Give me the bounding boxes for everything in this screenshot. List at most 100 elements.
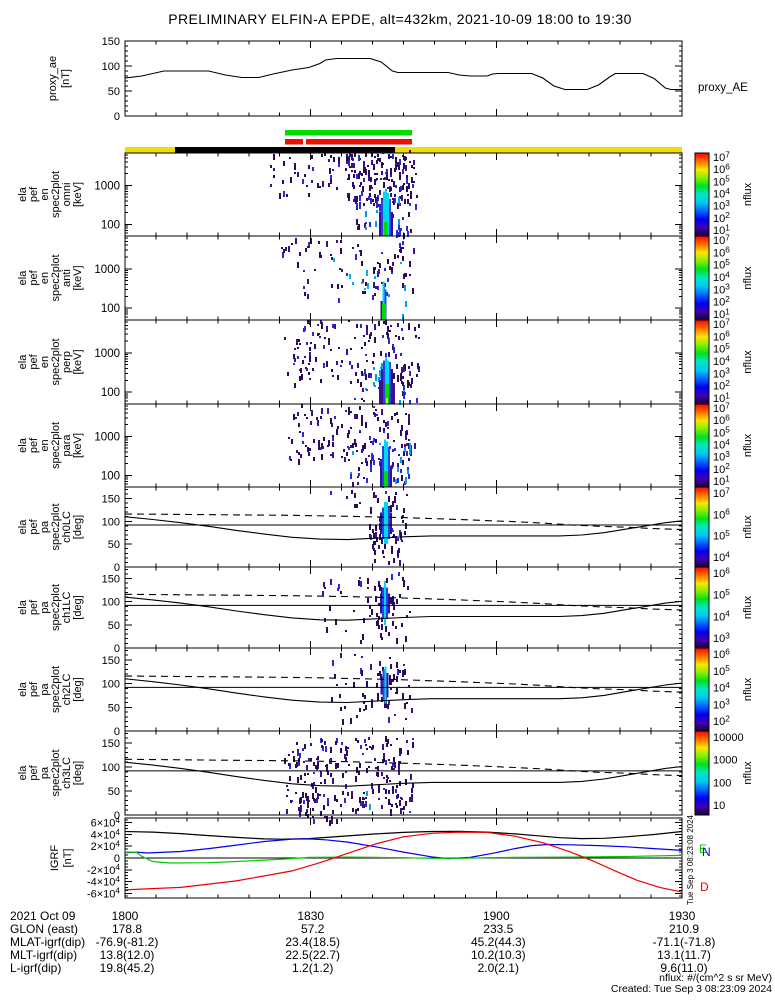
spec-cell <box>369 746 371 748</box>
time-tick-label: 1900 <box>483 909 510 923</box>
spec-cell <box>361 420 363 426</box>
tick-label: 50 <box>108 620 120 632</box>
spec-cell <box>329 168 331 174</box>
spec-cell <box>341 425 343 427</box>
spec-cell <box>349 153 351 157</box>
spec-cell <box>304 414 306 416</box>
spec-cell <box>310 758 312 761</box>
anti-loss-cone-line <box>124 675 683 693</box>
spec-cell <box>308 452 310 456</box>
spec-cell <box>315 357 317 362</box>
spec-cell <box>390 168 392 174</box>
tick-label: 50 <box>108 86 120 98</box>
spec-cell <box>345 683 347 685</box>
spec-cell <box>348 430 350 434</box>
spec-cell <box>405 523 407 529</box>
spec-cell <box>326 241 328 247</box>
spec-cell <box>350 445 352 448</box>
colorbar-tick-label: 106 <box>713 566 730 580</box>
spec-cell <box>402 376 404 379</box>
spec-cell <box>376 683 378 688</box>
spec-cell <box>353 174 355 178</box>
spec-cell <box>363 400 365 402</box>
spec-cell <box>307 246 309 248</box>
spec-cell <box>321 443 323 448</box>
spec-cell <box>334 324 336 329</box>
spec-cell <box>297 750 299 756</box>
spec-cell <box>361 347 363 349</box>
spec-cell <box>386 672 389 698</box>
tick-label: 100 <box>102 597 120 609</box>
colorbar-tick-label: 106 <box>713 508 730 522</box>
spec-cell <box>402 460 404 465</box>
spec-cell <box>330 254 332 256</box>
spec-cell <box>354 493 356 498</box>
spec-cell <box>296 450 298 453</box>
spec-cell <box>354 153 356 157</box>
spec-cell <box>399 670 401 673</box>
spec-cell <box>346 157 348 162</box>
spec-cell <box>410 774 412 780</box>
spec-cell <box>320 416 322 419</box>
spec-cell <box>379 671 381 676</box>
spec-cell <box>327 799 329 804</box>
spec-cell <box>390 809 392 812</box>
tick-label: 1000 <box>94 264 120 276</box>
spec-cell <box>330 454 332 456</box>
spec-cell <box>308 242 310 248</box>
spec-cell <box>319 336 321 338</box>
spec-cell <box>388 593 390 614</box>
spec-cell <box>413 160 415 165</box>
spec-cell <box>344 798 346 803</box>
spec-cell <box>313 762 315 766</box>
colorbar-title: nflux <box>742 677 754 701</box>
spec-cell <box>359 185 361 187</box>
spec-cell <box>393 674 395 679</box>
spec-cell <box>344 706 346 709</box>
spec-cell <box>358 473 360 476</box>
spec-cell <box>350 718 352 724</box>
coord-row-value: -76.9(-81.2) <box>96 935 159 949</box>
spec-cell <box>371 187 373 189</box>
proxy-ae-line <box>124 57 682 91</box>
spec-cell <box>370 373 372 378</box>
spec-cell <box>405 779 407 785</box>
spec-cell <box>409 274 411 276</box>
spec-cell <box>357 740 359 743</box>
spec-cell <box>382 335 384 338</box>
spec-cell <box>308 165 310 169</box>
spec-cell <box>391 267 393 272</box>
colorbar-tick-label: 104 <box>713 438 730 452</box>
spec-cell <box>387 777 389 779</box>
spec-cell <box>365 422 367 428</box>
spec-cell <box>340 591 342 594</box>
spec-cell <box>288 246 290 252</box>
panel-ylabel-word: pef <box>28 437 40 453</box>
spec-cell <box>307 814 309 818</box>
spec-cell <box>359 203 361 209</box>
spec-cell <box>395 354 397 359</box>
spec-cell <box>362 693 364 697</box>
spec-cell <box>361 191 363 196</box>
spec-cell <box>352 482 354 487</box>
spec-cell <box>355 810 357 812</box>
spec-cell <box>406 430 408 432</box>
spec-cell <box>348 447 350 450</box>
spec-cell <box>344 457 346 462</box>
spec-cell <box>371 160 373 165</box>
spec-cell <box>366 198 368 201</box>
spec-cell <box>336 429 338 435</box>
spec-cell <box>381 199 383 236</box>
spec-cell <box>355 443 357 447</box>
spec-cell <box>366 329 368 335</box>
spec-cell <box>351 365 353 369</box>
colorbar-title: nflux <box>742 515 754 539</box>
spec-cell <box>360 581 362 587</box>
colorbar-tick-label: 105 <box>713 426 730 440</box>
spec-cell <box>368 455 370 457</box>
colorbar-tick-label: 105 <box>713 664 730 678</box>
colorbar-tick-label: 104 <box>713 610 730 624</box>
spec-cell <box>403 390 405 392</box>
spec-cell <box>372 745 374 749</box>
spec-cell <box>399 159 401 165</box>
